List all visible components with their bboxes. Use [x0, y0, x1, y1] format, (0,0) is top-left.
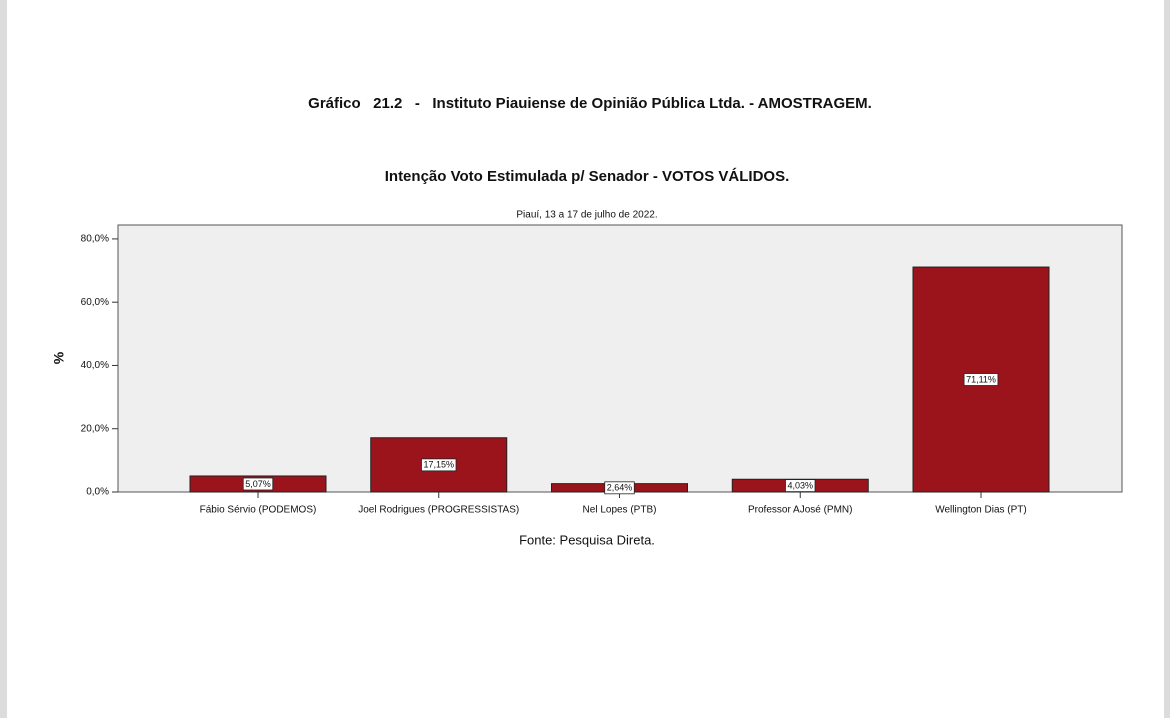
- value-label: 17,15%: [423, 460, 454, 470]
- x-tick-label: Joel Rodrigues (PROGRESSISTAS): [358, 505, 519, 516]
- y-axis-label: %: [51, 351, 67, 364]
- x-tick-label: Fábio Sérvio (PODEMOS): [200, 505, 317, 516]
- source: Fonte: Pesquisa Direta.: [519, 532, 655, 547]
- y-tick-label: 80,0%: [81, 234, 109, 245]
- value-label-box: [242, 477, 274, 491]
- y-tick-label: 60,0%: [81, 297, 109, 308]
- value-label: 4,03%: [787, 481, 813, 491]
- value-label-box: [785, 479, 816, 493]
- chart-subtitle: Intenção Voto Estimulada p/ Senador - VO…: [385, 168, 790, 185]
- x-tick-label: Nel Lopes (PTB): [583, 505, 657, 516]
- value-label-box: [604, 481, 635, 495]
- value-label: 5,07%: [245, 479, 271, 489]
- value-label-box: [421, 458, 457, 472]
- x-tick-label: Professor AJosé (PMN): [748, 505, 852, 516]
- chart-title: Gráfico 21.2 - Instituto Piauiense de Op…: [308, 95, 872, 112]
- value-label: 2,64%: [607, 483, 633, 493]
- value-label-box: [963, 373, 999, 386]
- y-tick-label: 40,0%: [81, 360, 109, 371]
- y-tick-label: 20,0%: [81, 423, 109, 434]
- right-edge: [1164, 0, 1170, 718]
- x-tick-label: Wellington Dias (PT): [935, 505, 1027, 516]
- chart-note: Piauí, 13 a 17 de julho de 2022.: [516, 210, 657, 221]
- y-tick-label: 0,0%: [86, 487, 109, 498]
- left-edge: [0, 0, 7, 718]
- value-label: 71,11%: [966, 374, 996, 384]
